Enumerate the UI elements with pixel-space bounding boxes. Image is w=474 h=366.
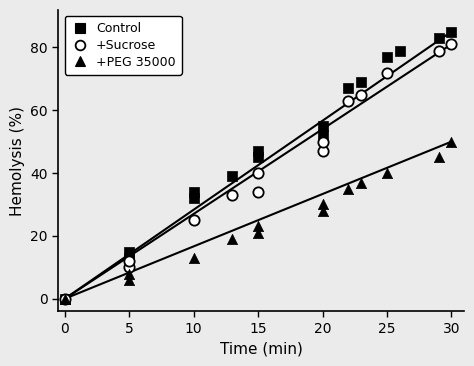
Point <box>228 173 236 179</box>
Point <box>345 186 352 192</box>
Point <box>383 170 391 176</box>
Point <box>383 54 391 60</box>
Point <box>357 180 365 186</box>
Point <box>61 296 69 302</box>
Point <box>435 35 442 41</box>
Point <box>228 192 236 198</box>
Point <box>254 230 262 236</box>
Point <box>126 249 133 254</box>
Point <box>61 296 69 302</box>
Point <box>447 139 455 145</box>
Legend: Control, +Sucrose, +PEG 35000: Control, +Sucrose, +PEG 35000 <box>64 16 182 75</box>
Point <box>254 154 262 160</box>
Point <box>61 296 69 302</box>
Point <box>447 29 455 35</box>
Point <box>126 258 133 264</box>
Point <box>190 217 198 223</box>
Point <box>126 271 133 277</box>
Point <box>319 123 326 129</box>
Point <box>435 48 442 53</box>
Point <box>254 170 262 176</box>
Point <box>254 189 262 195</box>
Point <box>126 277 133 283</box>
Y-axis label: Hemolysis (%): Hemolysis (%) <box>10 105 25 216</box>
Point <box>254 224 262 229</box>
X-axis label: Time (min): Time (min) <box>220 341 303 356</box>
Point <box>319 139 326 145</box>
Point <box>357 79 365 85</box>
Point <box>319 202 326 208</box>
Point <box>357 92 365 97</box>
Point <box>254 148 262 154</box>
Point <box>435 154 442 160</box>
Point <box>319 132 326 138</box>
Point <box>228 236 236 242</box>
Point <box>190 255 198 261</box>
Point <box>190 195 198 201</box>
Point <box>126 264 133 270</box>
Point <box>190 189 198 195</box>
Point <box>319 148 326 154</box>
Point <box>319 208 326 214</box>
Point <box>447 41 455 47</box>
Point <box>396 48 404 53</box>
Point <box>126 255 133 261</box>
Point <box>345 98 352 104</box>
Point <box>345 85 352 91</box>
Point <box>383 70 391 75</box>
